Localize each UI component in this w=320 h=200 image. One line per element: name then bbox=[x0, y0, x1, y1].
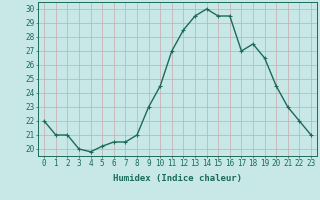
X-axis label: Humidex (Indice chaleur): Humidex (Indice chaleur) bbox=[113, 174, 242, 183]
